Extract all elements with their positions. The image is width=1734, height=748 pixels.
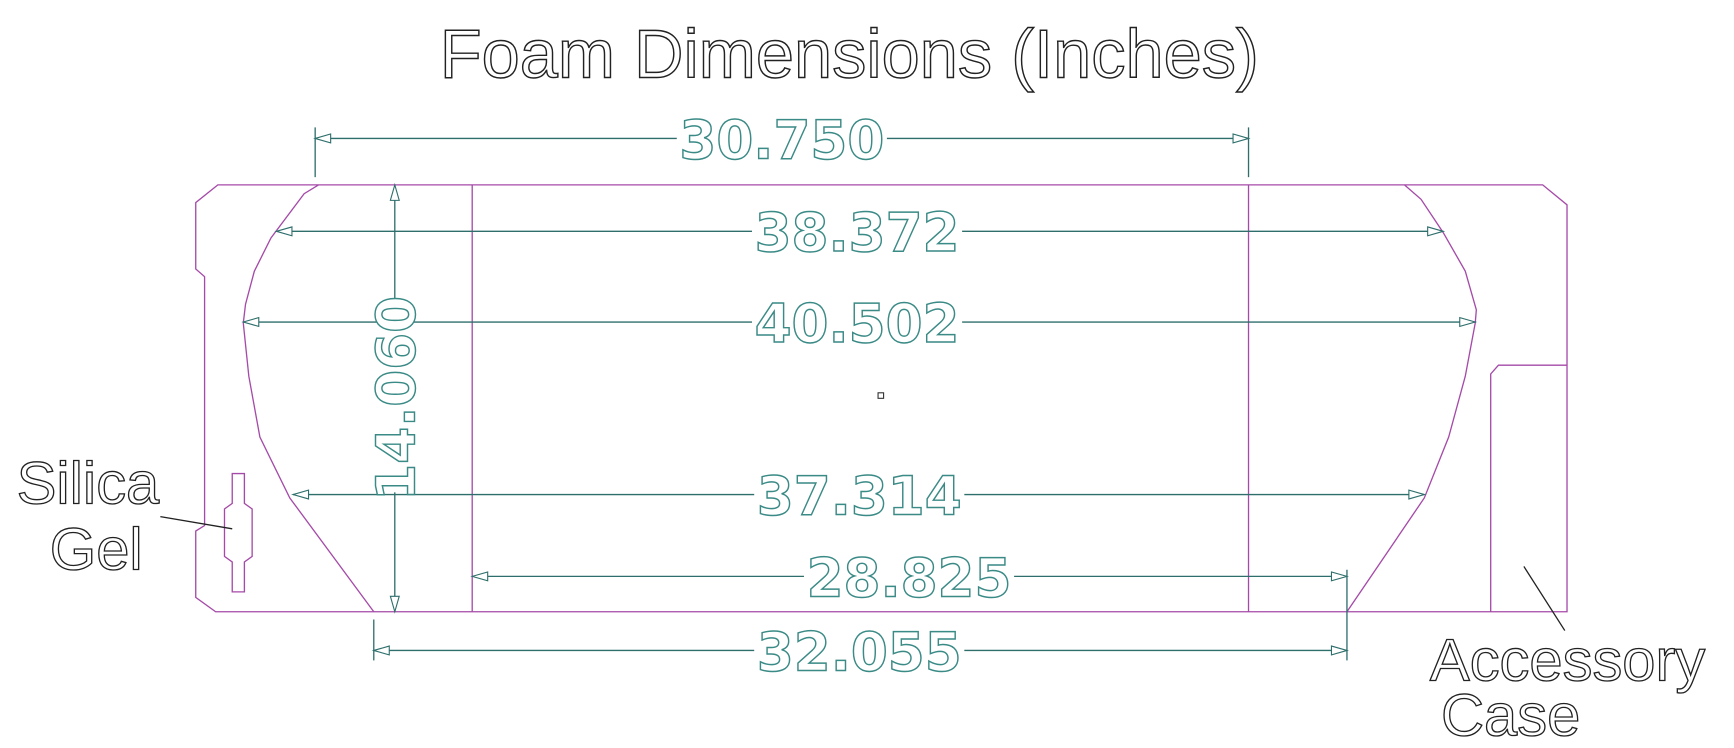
dim-top-width: 30.750: [679, 109, 884, 171]
accessory-case-cutout: [1490, 364, 1568, 612]
silica-gel-label-line1: Silica: [17, 449, 160, 516]
dimension-labels: 30.750 38.372 40.502 37.314 28.825 32.05…: [365, 109, 1012, 684]
dim-bottom-width: 32.055: [757, 621, 962, 683]
dimension-arrowhead: [1330, 645, 1349, 656]
dim-bottom-inner-width: 28.825: [807, 547, 1012, 609]
dimension-arrowhead: [274, 226, 293, 237]
dimension-arrowhead: [313, 133, 332, 144]
case-inner-outline: [242, 184, 1478, 613]
dimension-arrowhead: [1408, 489, 1427, 500]
dim-height: 14.060: [366, 296, 428, 501]
dimension-arrowhead: [371, 645, 390, 656]
center-marker: [877, 392, 885, 399]
silica-gel-label-line2: Gel: [50, 516, 143, 583]
dimension-arrowhead: [291, 489, 310, 500]
dimension-arrowhead: [389, 182, 400, 201]
silica-gel-leader: [160, 516, 233, 530]
dimension-lines: [241, 127, 1478, 661]
accessory-case-label-line1: Accessory: [1430, 626, 1706, 693]
dim-lower-width: 37.314: [757, 465, 962, 527]
accessory-case-leader: [1523, 566, 1566, 631]
dimension-arrowhead: [1232, 133, 1251, 144]
dimension-arrowhead: [1330, 571, 1349, 582]
dimension-arrowhead: [1459, 316, 1478, 328]
foam-outer-outline: [195, 184, 1568, 613]
dimension-arrowhead: [241, 316, 260, 328]
dim-upper-width: 38.372: [755, 202, 960, 264]
dimension-arrowhead: [1427, 226, 1446, 237]
dim-max-width: 40.502: [755, 293, 960, 355]
diagram-title: Foam Dimensions (Inches): [440, 16, 1259, 93]
dimension-arrowhead: [389, 595, 400, 614]
accessory-case-label-line2: Case: [1441, 682, 1580, 748]
dimension-arrowhead: [470, 571, 489, 582]
silica-gel-slot: [223, 472, 253, 593]
